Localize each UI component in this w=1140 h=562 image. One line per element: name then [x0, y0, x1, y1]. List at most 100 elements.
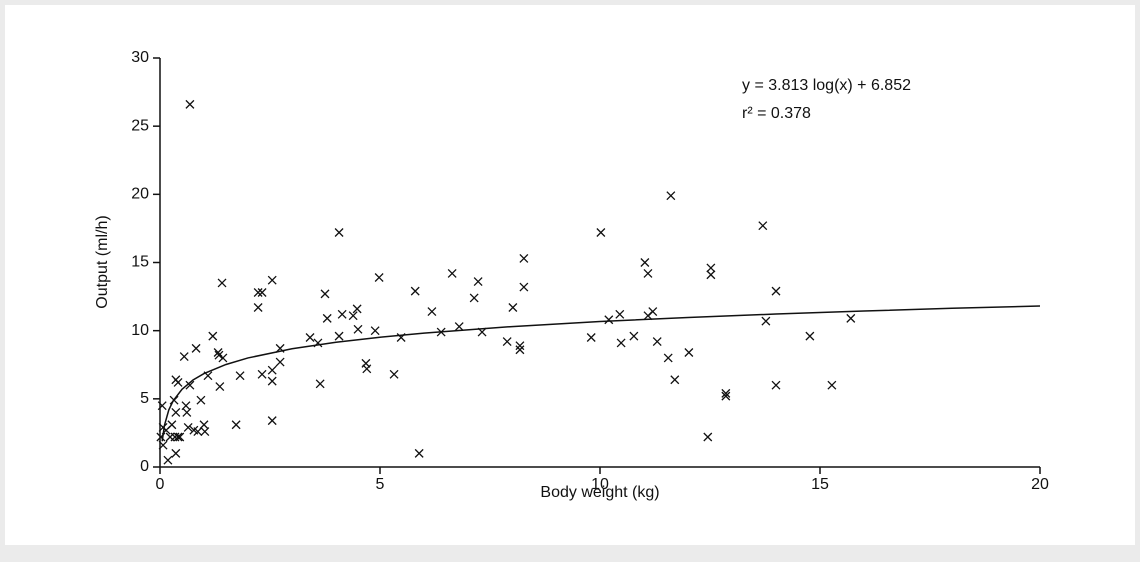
data-point [185, 99, 195, 109]
data-point [334, 228, 344, 237]
x-tick-label: 5 [376, 476, 385, 493]
data-point [515, 341, 525, 351]
data-point [215, 382, 225, 392]
data-point [473, 277, 483, 287]
data-point [414, 448, 424, 458]
data-point [156, 432, 166, 442]
data-point [320, 289, 330, 299]
data-point [267, 275, 277, 285]
data-point [171, 448, 181, 458]
data-point [203, 371, 213, 381]
data-point [167, 420, 177, 430]
data-point [477, 327, 487, 337]
data-point [805, 331, 815, 341]
y-tick-label: 0 [140, 458, 149, 475]
data-point [652, 337, 662, 347]
data-point [158, 440, 168, 450]
data-point [348, 311, 358, 321]
data-point [257, 288, 267, 297]
data-point [169, 395, 179, 405]
x-tick-label: 15 [811, 476, 829, 493]
data-point [196, 395, 206, 405]
data-point [253, 288, 263, 297]
data-point [305, 333, 315, 342]
data-point [191, 343, 201, 353]
y-tick-label: 20 [131, 186, 149, 203]
y-tick-label: 25 [131, 117, 149, 134]
data-point [846, 313, 856, 323]
data-point [257, 369, 267, 379]
x-tick-label: 20 [1031, 476, 1049, 493]
data-point [275, 357, 285, 367]
data-point [218, 353, 228, 363]
data-point [231, 420, 241, 430]
data-point [706, 263, 716, 273]
y-tick-label: 10 [131, 322, 149, 339]
data-point [267, 416, 277, 426]
data-point [640, 258, 650, 267]
data-point [183, 423, 193, 432]
data-point [670, 375, 680, 385]
data-point [235, 371, 245, 381]
data-point [721, 388, 731, 398]
data-point [515, 345, 525, 355]
data-point [684, 348, 694, 357]
data-point [157, 401, 167, 411]
data-point [334, 331, 344, 341]
data-point [663, 353, 673, 363]
data-point [761, 316, 771, 326]
data-point [519, 282, 529, 292]
data-point [208, 331, 218, 341]
y-tick-label: 5 [140, 390, 149, 407]
data-point [352, 304, 362, 314]
data-point [586, 333, 596, 342]
data-point [389, 369, 399, 379]
data-point [173, 378, 183, 387]
data-point [163, 455, 173, 465]
data-point [519, 253, 529, 263]
data-point [410, 286, 420, 296]
data-point [436, 327, 446, 337]
data-point [370, 326, 380, 336]
data-point [322, 313, 332, 323]
data-point [771, 380, 781, 390]
data-point [648, 307, 658, 317]
panel [5, 5, 1135, 545]
data-point [666, 191, 676, 201]
data-point [508, 303, 518, 312]
x-axis-label: Body weight (kg) [540, 484, 659, 501]
data-point [175, 432, 185, 442]
data-point [616, 338, 626, 348]
data-point [427, 307, 437, 317]
data-point [827, 380, 837, 390]
data-point [706, 270, 716, 280]
x-tick-label: 0 [156, 476, 165, 493]
data-point [629, 331, 639, 341]
data-point [353, 324, 363, 334]
data-point [454, 322, 464, 332]
data-point [643, 268, 653, 278]
data-point [362, 364, 372, 374]
data-point [253, 303, 263, 312]
y-tick-label: 30 [131, 49, 149, 66]
data-point [771, 286, 781, 296]
data-point [179, 352, 189, 362]
equation: y = 3.813 log(x) + 6.852 [742, 77, 911, 94]
data-point [267, 365, 277, 375]
data-point [267, 376, 277, 386]
y-tick-label: 15 [131, 254, 149, 271]
data-point [374, 273, 384, 282]
data-point [173, 432, 183, 442]
data-point [275, 343, 285, 353]
data-point [469, 293, 479, 303]
data-point [185, 380, 195, 390]
r-squared: r² = 0.378 [742, 105, 811, 122]
data-point [200, 427, 210, 437]
data-point [596, 228, 606, 237]
data-point [217, 278, 227, 288]
data-point [396, 333, 406, 342]
data-point [214, 350, 224, 360]
x-tick-label: 10 [591, 476, 609, 493]
data-point [721, 391, 731, 401]
